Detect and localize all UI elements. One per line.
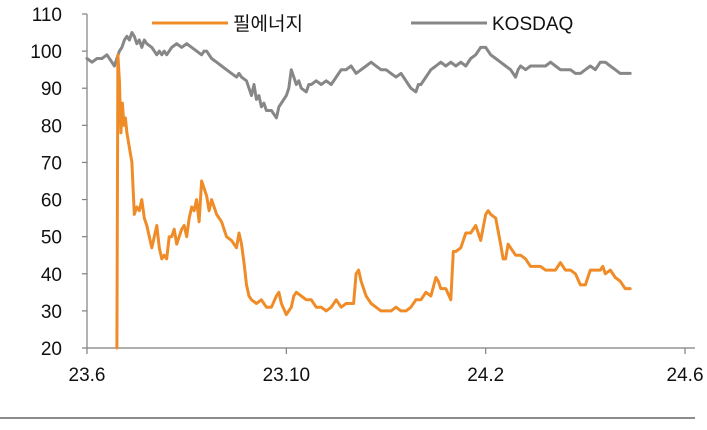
x-tick-label: 24.6	[667, 365, 704, 386]
y-axis: 20 30 40 50 60 70 80 90 100 110	[30, 5, 88, 360]
x-tick-label: 24.2	[467, 365, 504, 386]
series-line-pil-energy	[115, 53, 632, 350]
y-tick-label: 80	[41, 116, 62, 137]
y-tick-label: 110	[32, 5, 62, 26]
legend-label: KOSDAQ	[492, 14, 573, 35]
x-axis: 23.6 23.10 24.2 24.6	[69, 347, 704, 386]
series-line-kosdaq	[85, 31, 632, 120]
x-tick-label: 23.10	[263, 365, 311, 386]
series-layer	[85, 31, 632, 350]
y-tick-label: 100	[30, 42, 62, 63]
y-tick-label: 20	[41, 339, 62, 360]
y-tick-label: 40	[41, 265, 62, 286]
y-tick-label: 50	[41, 228, 62, 249]
y-tick-label: 90	[41, 79, 62, 100]
y-tick-label: 30	[41, 302, 62, 323]
y-tick-label: 70	[41, 153, 62, 174]
legend: 필에너지 KOSDAQ	[152, 13, 573, 35]
legend-label: 필에너지	[233, 13, 303, 35]
y-tick-label: 60	[41, 191, 62, 212]
x-tick-label: 23.6	[69, 365, 106, 386]
